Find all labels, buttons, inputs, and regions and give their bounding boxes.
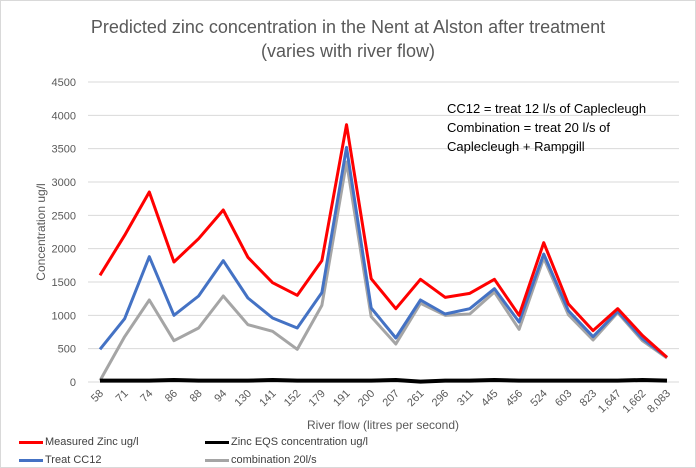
- y-tick-label: 0: [70, 377, 76, 389]
- y-tick-label: 4500: [52, 77, 76, 89]
- x-tick-label: 445: [479, 388, 500, 409]
- annotation: CC12 = treat 12 l/s of Caplecleugh Combi…: [447, 99, 646, 156]
- x-tick-label: 311: [455, 388, 476, 409]
- legend-item: Treat CC12: [19, 454, 101, 466]
- x-tick-label: 74: [138, 388, 155, 405]
- y-tick-label: 2500: [52, 210, 76, 222]
- title-line-1: Predicted zinc concentration in the Nent…: [90, 17, 606, 37]
- y-axis-label: Concentration ug/l: [34, 183, 48, 280]
- annotation-line: Caplecleugh + Rampgill: [447, 139, 585, 154]
- x-tick-label: 141: [257, 388, 278, 409]
- series-line-treat-cc12: [98, 145, 668, 359]
- legend-swatch: [205, 440, 229, 444]
- y-tick-label: 1500: [52, 277, 76, 289]
- x-tick-label: 88: [188, 388, 205, 405]
- legend-swatch: [19, 440, 43, 444]
- x-tick-label: 603: [553, 388, 574, 409]
- annotation-line: CC12 = treat 12 l/s of Caplecleugh: [447, 101, 647, 116]
- legend-item: Measured Zinc ug/l: [19, 436, 139, 448]
- x-tick-label: 8,083: [645, 388, 673, 416]
- y-tick-label: 3000: [52, 177, 76, 189]
- legend-swatch: [19, 458, 43, 462]
- x-tick-label: 296: [430, 388, 451, 409]
- x-tick-label: 179: [307, 388, 328, 409]
- series-line-measured-zinc-ug-l: [98, 123, 668, 359]
- series-line-zinc-eqs-concentration-ug-l: [100, 378, 668, 384]
- legend-label: combination 20l/s: [231, 454, 317, 466]
- x-tick-label: 191: [331, 388, 352, 409]
- x-tick-label: 207: [380, 388, 401, 409]
- x-tick-label: 1,647: [596, 388, 624, 416]
- x-tick-label: 152: [282, 388, 303, 409]
- legend-swatch: [205, 458, 229, 462]
- legend-item: Zinc EQS concentration ug/l: [205, 436, 368, 448]
- annotation-line: Combination = treat 20 l/s of: [447, 120, 610, 135]
- y-tick-label: 4000: [52, 110, 76, 122]
- x-tick-label: 130: [233, 388, 254, 409]
- y-tick-label: 3500: [52, 144, 76, 156]
- legend-label: Treat CC12: [45, 454, 102, 466]
- x-tick-label: 524: [528, 388, 549, 409]
- y-tick-label: 1000: [52, 310, 76, 322]
- x-tick-label: 58: [89, 388, 106, 405]
- title-line-2: (varies with river flow): [260, 41, 436, 61]
- x-tick-label: 200: [356, 388, 377, 409]
- y-tick-label: 2000: [52, 244, 76, 256]
- x-tick-label: 261: [405, 388, 426, 409]
- x-tick-label: 1,662: [621, 388, 649, 416]
- x-axis-label: River flow (litres per second): [307, 418, 459, 432]
- x-tick-label: 94: [212, 388, 229, 405]
- series-line-combination-20l-s: [98, 160, 668, 382]
- legend-item: combination 20l/s: [205, 454, 317, 466]
- legend-label: Zinc EQS concentration ug/l: [231, 436, 368, 448]
- x-tick-label: 86: [163, 388, 180, 405]
- x-tick-label: 456: [504, 388, 525, 409]
- legend-label: Measured Zinc ug/l: [45, 436, 139, 448]
- x-tick-label: 71: [114, 388, 131, 405]
- y-tick-label: 500: [58, 344, 76, 356]
- chart-title: Predicted zinc concentration in the Nent…: [1, 15, 695, 63]
